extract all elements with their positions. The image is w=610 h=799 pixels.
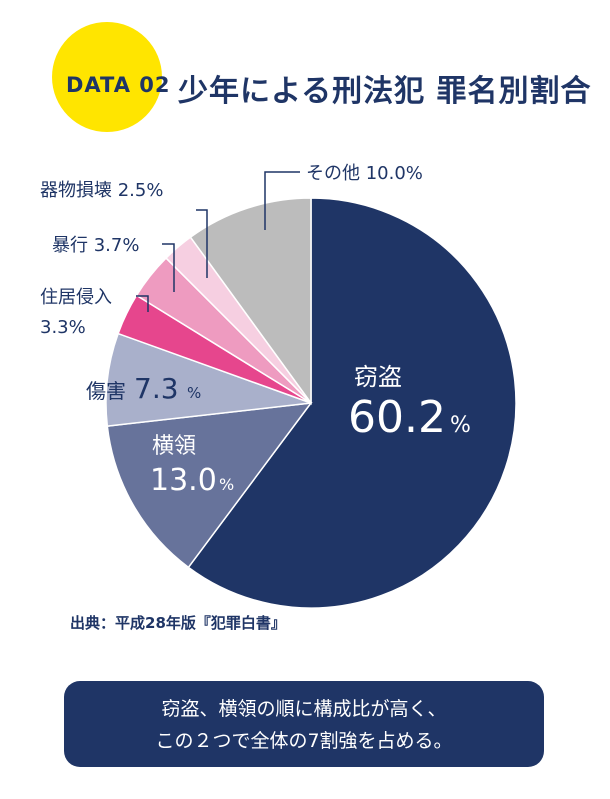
label-injury-percent: % [187, 384, 201, 402]
label-trespass-value: 3.3% [40, 317, 86, 338]
summary-box: 窃盗、横領の順に構成比が高く、 この２つで全体の7割強を占める。 [64, 681, 544, 767]
leader-trespass [136, 295, 149, 312]
badge-label: DATA 02 [66, 73, 171, 97]
pie-slice-0 [187, 197, 517, 609]
leader-damage [196, 209, 208, 278]
label-embezzle-name: 横領 [152, 434, 196, 459]
chart-title: 少年による刑法犯 罪名別割合 [178, 74, 592, 109]
pie-slices [105, 197, 517, 609]
summary-line-1: 窃盗、横領の順に構成比が高く、 [161, 698, 447, 720]
label-other: その他 10.0% [306, 163, 423, 184]
pie-slice-1 [106, 402, 313, 569]
label-embezzle-value: 13.0 [150, 463, 217, 498]
label-theft-name: 窃盗 [354, 363, 402, 391]
label-injury-name: 傷害 [86, 379, 126, 403]
source-note: 出典：平成28年版『犯罪白書』 [70, 614, 286, 632]
label-theft-value: 60.2 [348, 392, 446, 443]
pie-slice-6 [189, 197, 312, 406]
label-assault: 暴行 3.7% [52, 235, 139, 256]
label-theft-percent: % [450, 413, 471, 438]
label-embezzle-percent: % [219, 475, 234, 494]
label-damage: 器物損壊 2.5% [40, 180, 163, 201]
leader-assault [162, 243, 175, 292]
badge-circle [52, 22, 162, 132]
label-trespass-name: 住居侵入 [40, 287, 112, 308]
leader-other [264, 171, 300, 230]
label-injury-value: 7.3 [134, 372, 179, 405]
summary-line-2: この２つで全体の7割強を占める。 [155, 730, 453, 752]
